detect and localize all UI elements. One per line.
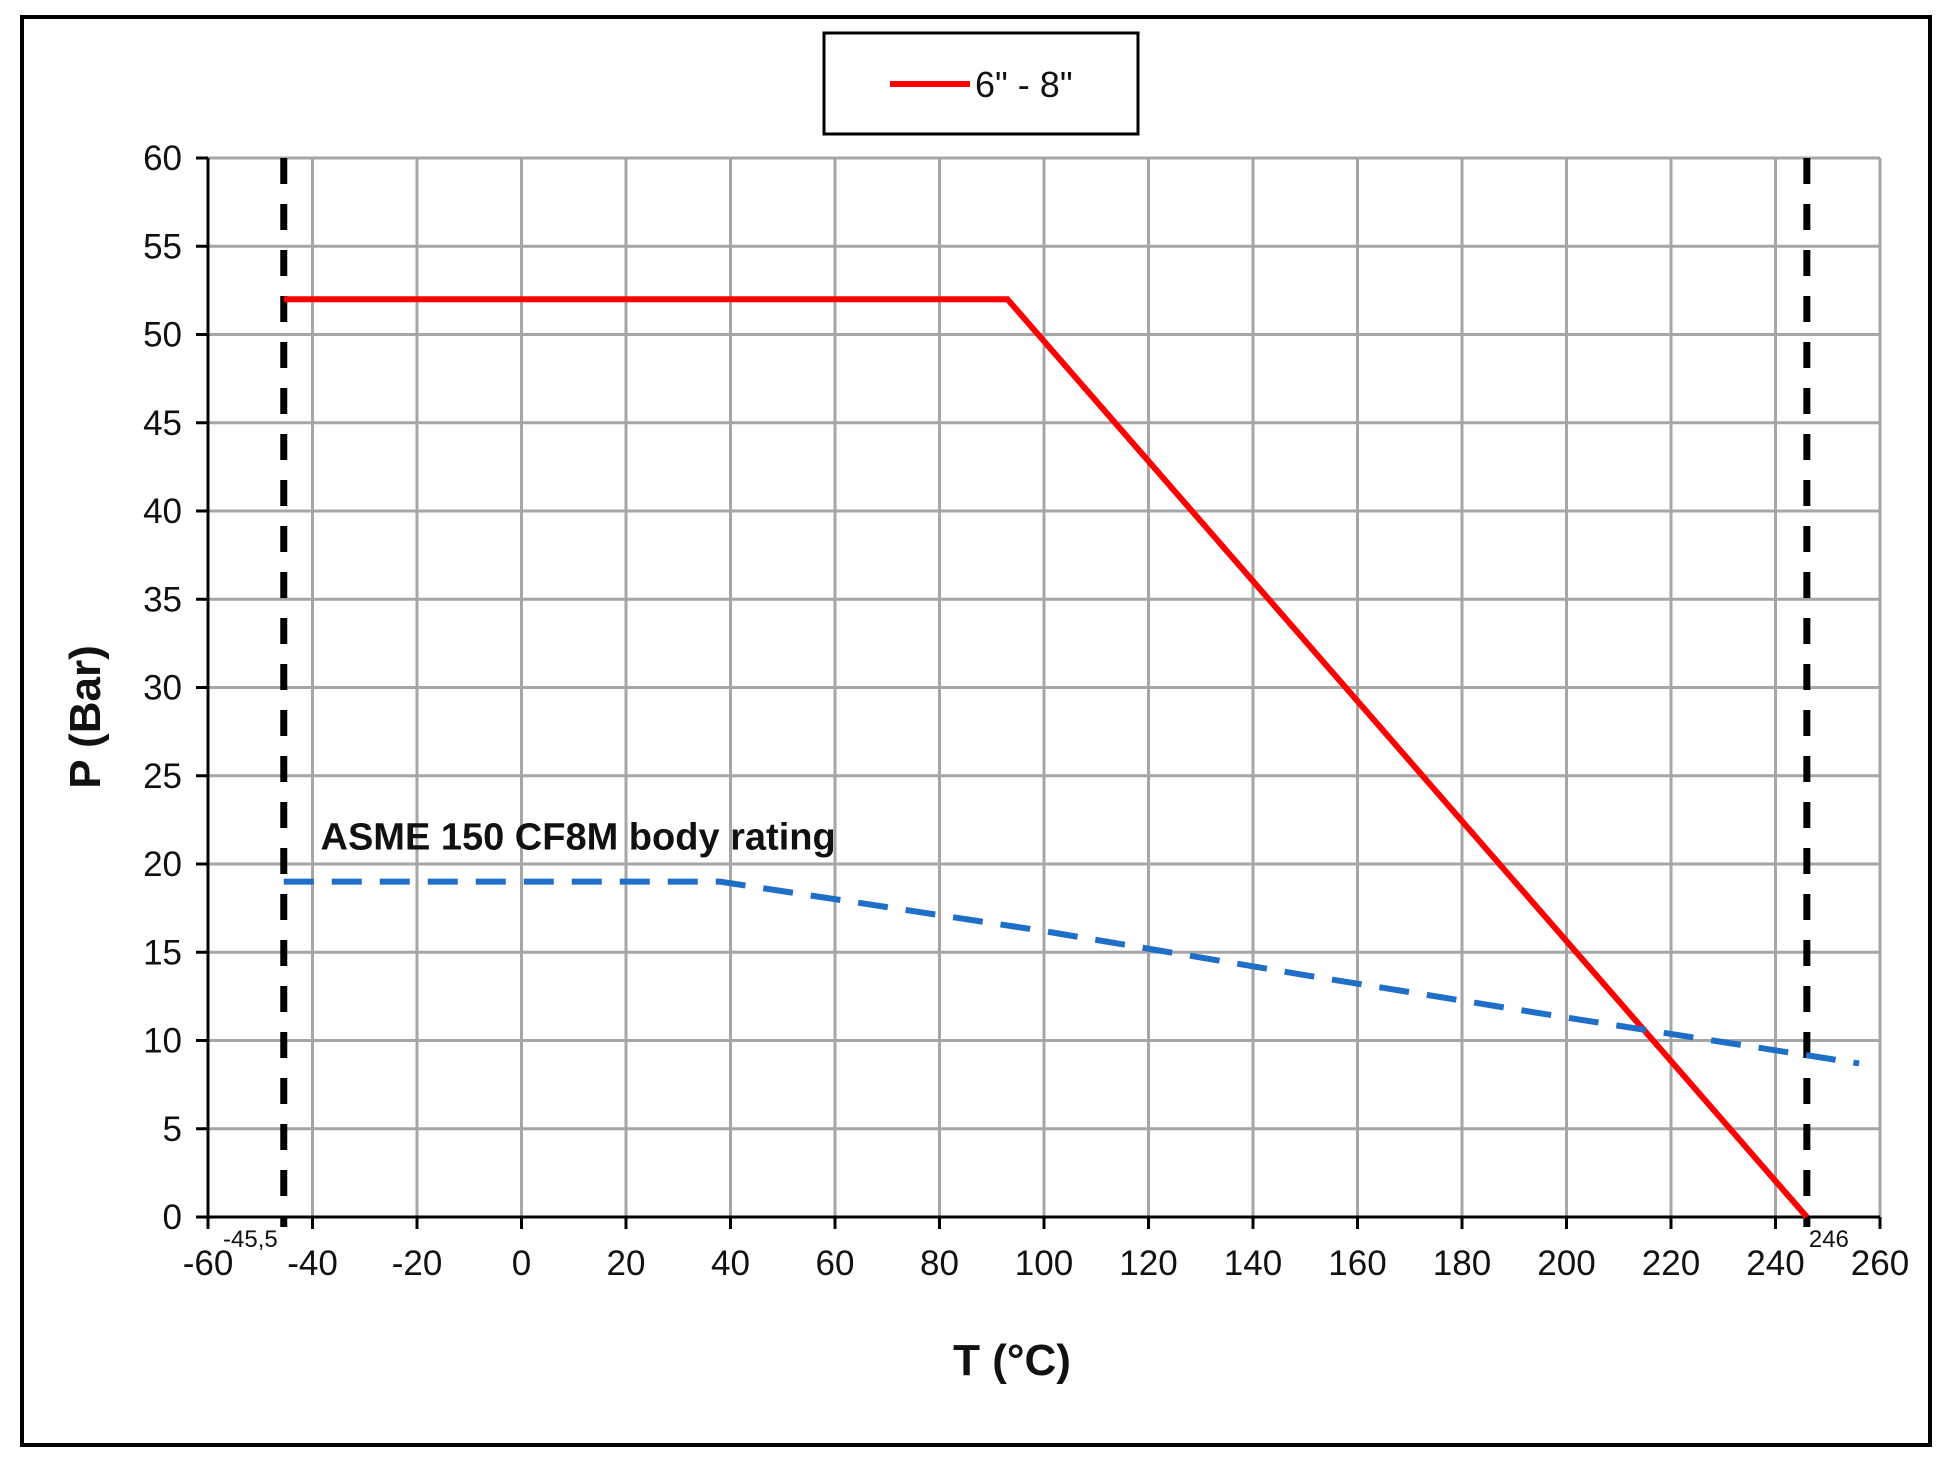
y-tick-label: 15 — [143, 933, 182, 972]
chart-frame — [20, 15, 1932, 1447]
y-axis-title: P (Bar) — [61, 645, 110, 788]
labels: -60 -40 -20 0 20 40 60 80 100 120 140 160 180 200 220 2… — [143, 139, 1909, 1283]
y-tick-label: 40 — [143, 492, 182, 531]
grid — [208, 156, 1882, 1217]
x-tick-label: 40 — [711, 1244, 750, 1283]
x-axis-title: T (°C) — [953, 1336, 1071, 1385]
x-tick-label: 100 — [1015, 1244, 1073, 1283]
x-tick-label: 20 — [607, 1244, 646, 1283]
y-tick-label: 45 — [143, 404, 182, 443]
legend: 6" - 8" — [822, 31, 1140, 136]
x-tick-label: 120 — [1119, 1244, 1177, 1283]
x-tick-label: -20 — [392, 1244, 443, 1283]
x-tick-label: 200 — [1537, 1244, 1595, 1283]
y-tick-label: 30 — [143, 669, 182, 708]
y-tick-label: 60 — [143, 139, 182, 178]
x-tick-label: 140 — [1224, 1244, 1282, 1283]
x-tick-label: 180 — [1433, 1244, 1491, 1283]
x-tick-label: 80 — [920, 1244, 959, 1283]
limit-line-label: 246 — [1809, 1226, 1849, 1253]
series — [283, 296, 1860, 1219]
y-tick-label: 50 — [143, 316, 182, 355]
x-tick-label: 160 — [1328, 1244, 1386, 1283]
y-tick-label: 35 — [143, 580, 182, 619]
axes — [196, 156, 1882, 1229]
y-tick-label: 5 — [163, 1110, 182, 1149]
x-tick-label: 0 — [512, 1244, 531, 1283]
x-tick-label: -60 — [183, 1244, 234, 1283]
y-tick-label: 55 — [143, 227, 182, 266]
x-tick-label: -40 — [287, 1244, 338, 1283]
y-tick-label: 10 — [143, 1022, 182, 1061]
x-tick-label: 220 — [1642, 1244, 1700, 1283]
legend-label: 6" - 8" — [975, 64, 1073, 105]
y-tick-label: 25 — [143, 757, 182, 796]
limit-line-label: -45,5 — [223, 1226, 278, 1253]
x-tick-label: 60 — [816, 1244, 855, 1283]
y-tick-label: 0 — [163, 1198, 182, 1237]
y-tick-label: 20 — [143, 845, 182, 884]
series-annotation: ASME 150 CF8M body rating — [321, 817, 836, 859]
x-tick-label: 260 — [1851, 1244, 1909, 1283]
legend-box — [822, 31, 1140, 136]
limit-lines — [280, 158, 1811, 1227]
series-line-1 — [283, 878, 1860, 1067]
x-tick-label: 240 — [1746, 1244, 1804, 1283]
